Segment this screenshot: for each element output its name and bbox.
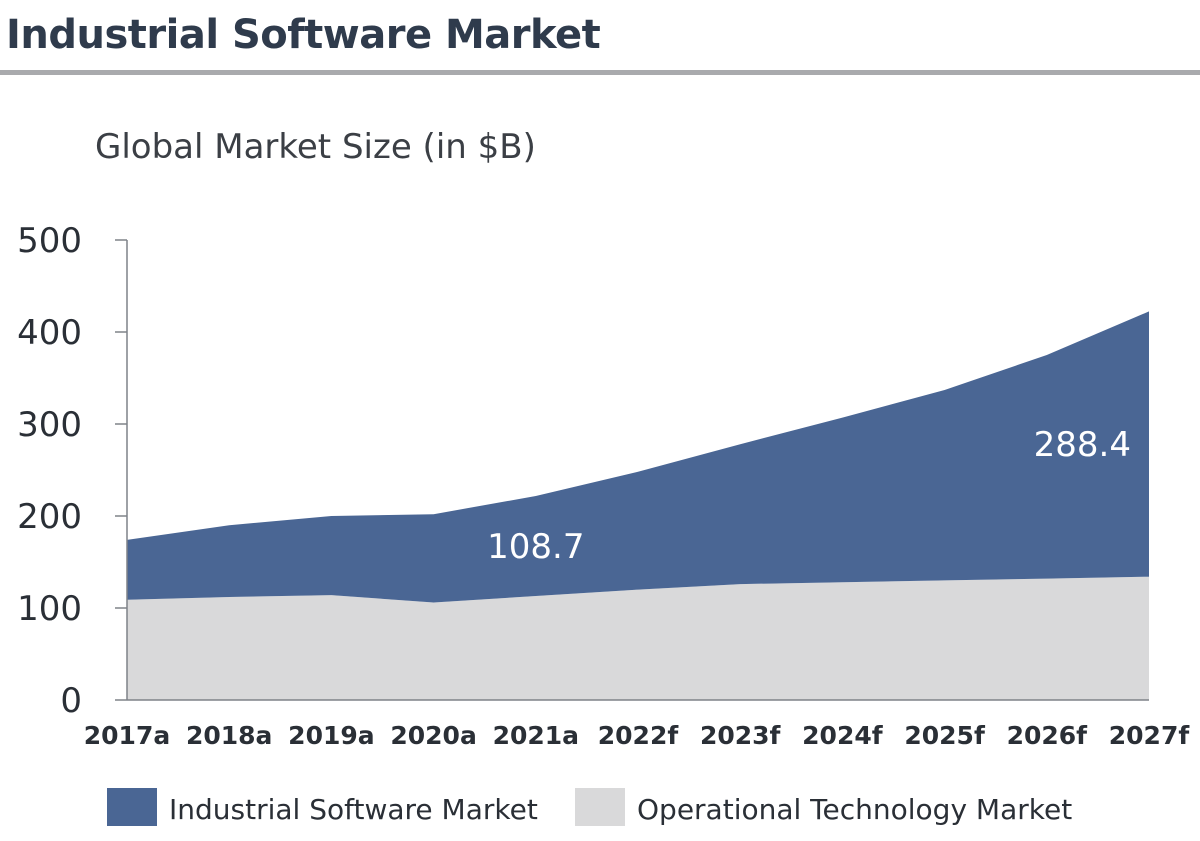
data-labels: 108.7 288.4 (487, 425, 1131, 567)
legend-label-operational-technology-market: Operational Technology Market (637, 793, 1072, 826)
y-tick-label: 200 (17, 497, 82, 537)
data-label: 108.7 (487, 527, 584, 567)
x-tick-label: 2022f (598, 721, 680, 750)
y-tick-labels: 0 100 200 300 400 500 (17, 221, 127, 721)
legend-label-industrial-software-market: Industrial Software Market (169, 793, 538, 826)
y-tick-label: 400 (17, 313, 82, 353)
legend: Industrial Software Market Operational Te… (107, 788, 1072, 826)
y-tick-label: 500 (17, 221, 82, 261)
x-tick-label: 2021a (493, 721, 579, 750)
axes (126, 240, 1149, 701)
legend-swatch-operational-technology-market (575, 788, 625, 826)
area-industrial-software-market (127, 311, 1149, 603)
x-tick-label: 2019a (288, 721, 374, 750)
y-tick-label: 100 (17, 589, 82, 629)
plot-areas (127, 311, 1149, 700)
x-tick-labels: 2017a 2018a 2019a 2020a 2021a 2022f 2023f 2024f… (84, 721, 1191, 750)
x-tick-label: 2023f (700, 721, 782, 750)
x-tick-label: 2027f (1109, 721, 1191, 750)
x-tick-label: 2020a (390, 721, 476, 750)
legend-swatch-industrial-software-market (107, 788, 157, 826)
x-tick-label: 2024f (802, 721, 884, 750)
x-tick-label: 2026f (1007, 721, 1089, 750)
chart-title: Global Market Size (in $B) (95, 127, 536, 167)
area-operational-technology-market (127, 576, 1149, 700)
data-label: 288.4 (1034, 425, 1131, 465)
y-tick-label: 0 (60, 681, 82, 721)
y-tick-label: 300 (17, 405, 82, 445)
page-title: Industrial Software Market (6, 12, 601, 58)
x-tick-label: 2018a (186, 721, 272, 750)
x-tick-label: 2025f (904, 721, 986, 750)
title-divider (0, 70, 1200, 75)
x-tick-label: 2017a (84, 721, 170, 750)
